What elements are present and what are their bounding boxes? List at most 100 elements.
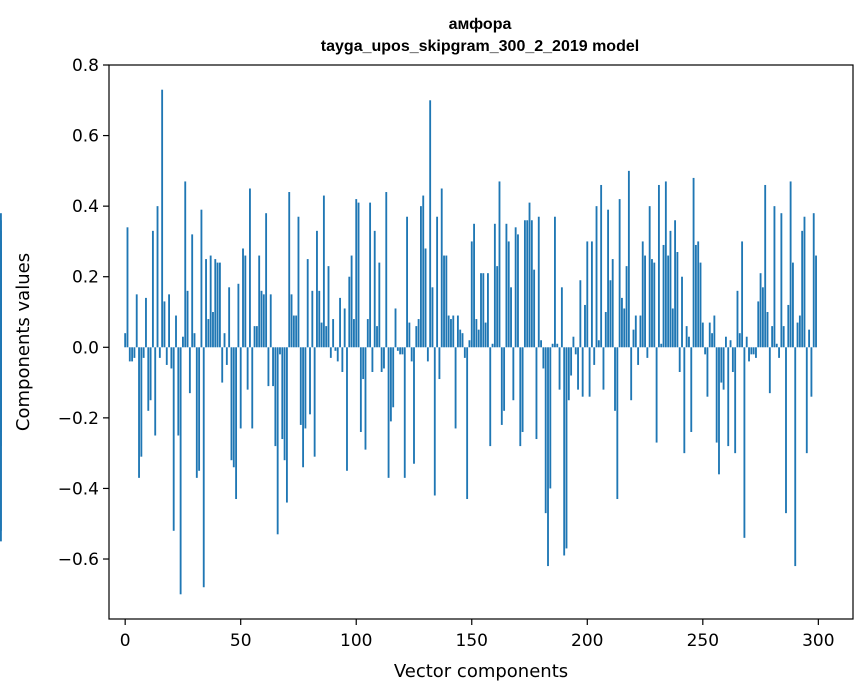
- bar-124: [410, 347, 413, 362]
- bar-208: [604, 312, 607, 348]
- bars-group: [0, 89, 817, 595]
- bar-60: [262, 294, 265, 348]
- bar-186: [554, 216, 556, 348]
- bar-undefined: [0, 326, 2, 348]
- bar-179: [537, 216, 540, 348]
- bar-283: [778, 347, 780, 358]
- bar-242: [683, 347, 686, 454]
- bar-64: [272, 347, 274, 387]
- y-axis: 0.8 0.6 0.4 0.2 0.0 −0.2 −0.4 −0.6: [58, 56, 109, 570]
- bar-267: [741, 241, 744, 348]
- bar-233: [662, 244, 665, 348]
- bar-165: [505, 223, 508, 348]
- bar-32: [198, 347, 201, 471]
- y-tick-label: −0.6: [58, 550, 99, 570]
- bar-214: [618, 199, 621, 348]
- bar-15: [158, 347, 161, 358]
- y-tick-label: 0.6: [72, 127, 99, 147]
- bar-192: [567, 347, 570, 401]
- bar-221: [634, 315, 637, 348]
- bar-69: [283, 347, 286, 461]
- bar-264: [734, 347, 737, 454]
- bar-27: [186, 290, 189, 348]
- bar-104: [364, 347, 367, 450]
- bar-4: [133, 347, 136, 358]
- bar-109: [376, 326, 378, 348]
- bar-80: [309, 347, 311, 415]
- bar-209: [607, 209, 610, 348]
- bar-220: [632, 329, 635, 348]
- bar-251: [704, 347, 707, 355]
- bar-206: [600, 184, 603, 348]
- bar-52: [244, 255, 247, 348]
- bar-101: [357, 202, 360, 348]
- bar-263: [731, 347, 734, 372]
- bar-239: [676, 252, 679, 348]
- bar-47: [232, 347, 235, 468]
- bar-87: [325, 326, 328, 348]
- bar-231: [657, 184, 660, 348]
- bar-79: [306, 259, 309, 348]
- bar-275: [759, 273, 762, 348]
- bar-22: [175, 315, 177, 348]
- bar-23: [177, 347, 180, 436]
- bar-106: [369, 202, 372, 348]
- bar-2: [128, 347, 131, 362]
- bar-212: [614, 347, 616, 411]
- bar-129: [422, 195, 425, 348]
- bar-128: [420, 206, 422, 348]
- bar-141: [450, 319, 452, 348]
- bar-10: [147, 347, 150, 411]
- bar-193: [570, 347, 573, 376]
- bar-174: [526, 220, 529, 348]
- bar-261: [727, 347, 730, 447]
- bar-259: [722, 347, 725, 390]
- bar-117: [394, 308, 397, 348]
- bar-45: [228, 287, 231, 348]
- bar-62: [267, 347, 270, 387]
- bar-12: [151, 230, 154, 348]
- bar-299: [815, 255, 817, 348]
- bar-75: [297, 216, 300, 348]
- bar-111: [380, 347, 383, 372]
- bar-31: [195, 347, 198, 478]
- bar-187: [556, 343, 559, 348]
- bar-135: [436, 216, 439, 348]
- bar-36: [207, 319, 210, 348]
- bar-194: [572, 336, 575, 348]
- bar-295: [805, 347, 808, 454]
- bar-244: [688, 336, 690, 348]
- bar-112: [383, 347, 385, 369]
- bar-236: [669, 230, 672, 348]
- bar-162: [498, 181, 501, 348]
- bar-148: [466, 347, 469, 500]
- bar-246: [692, 177, 695, 348]
- bar-254: [711, 333, 713, 348]
- bar-46: [230, 347, 233, 461]
- bar-90: [332, 319, 335, 348]
- bar-99: [353, 319, 355, 348]
- bar-6: [138, 347, 140, 478]
- bar-258: [720, 347, 723, 383]
- bar-81: [311, 290, 314, 348]
- bar-282: [775, 343, 778, 348]
- bar-33: [200, 209, 203, 348]
- bar-195: [574, 347, 577, 355]
- bar-294: [803, 216, 806, 348]
- bar-108: [373, 230, 376, 348]
- bar-118: [396, 347, 399, 351]
- bar-224: [641, 241, 644, 348]
- bar-91: [334, 347, 337, 351]
- bar-290: [794, 347, 797, 567]
- bar-285: [782, 326, 785, 348]
- bar-74: [295, 315, 298, 348]
- bar-168: [512, 347, 515, 401]
- bar-1: [126, 227, 129, 348]
- bar-68: [281, 347, 284, 440]
- bar-172: [521, 347, 524, 432]
- bar-40: [216, 262, 219, 348]
- bar-262: [729, 340, 732, 348]
- bar-284: [780, 213, 783, 348]
- bar-43: [223, 333, 226, 348]
- bar-83: [316, 230, 318, 348]
